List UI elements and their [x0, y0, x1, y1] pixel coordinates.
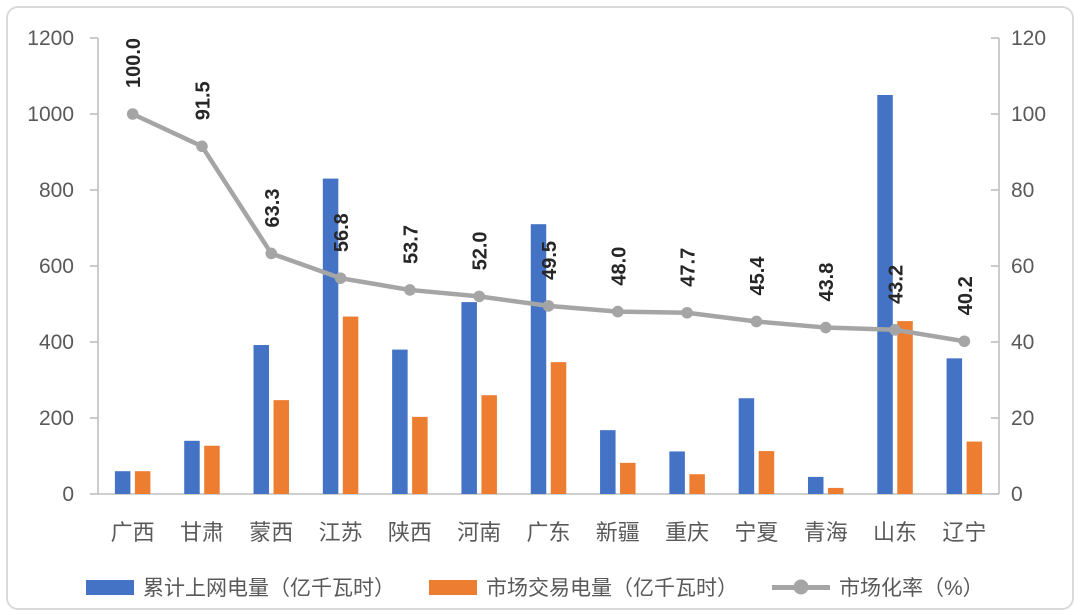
bar-s1-甘肃 — [204, 445, 220, 494]
x-axis-category-label: 辽宁 — [942, 520, 986, 545]
line-point-重庆 — [681, 306, 693, 319]
right-axis-tick-label: 100 — [1011, 103, 1046, 126]
line-point-广东 — [542, 300, 555, 312]
legend-item-grid-electricity: 累计上网电量（亿千瓦时） — [86, 572, 395, 602]
line-point-宁夏 — [750, 315, 763, 328]
x-axis-category-label: 河南 — [457, 520, 501, 545]
line-data-label: 47.7 — [678, 248, 700, 287]
legend-swatch-blue-bar — [86, 579, 134, 595]
legend-swatch-gray-line — [772, 579, 830, 595]
left-axis-tick-label: 800 — [39, 179, 74, 202]
bar-s1-江苏 — [342, 316, 359, 494]
x-axis-category-label: 江苏 — [319, 520, 363, 545]
line-point-甘肃 — [196, 140, 208, 153]
left-axis-tick-label: 600 — [39, 255, 74, 278]
left-axis-tick-label: 1000 — [27, 103, 74, 126]
bar-s1-蒙西 — [273, 400, 290, 494]
x-axis-category-label: 广东 — [526, 520, 570, 545]
bar-s0-陕西 — [392, 349, 408, 494]
bar-s1-辽宁 — [966, 441, 983, 494]
legend-label-marketization-rate: 市场化率（%） — [839, 577, 984, 600]
bar-s1-河南 — [481, 395, 497, 494]
line-data-label: 56.8 — [331, 213, 353, 252]
legend-swatch-orange-bar — [429, 579, 477, 595]
legend-label-grid-electricity: 累计上网电量（亿千瓦时） — [143, 577, 395, 600]
right-axis-tick-label: 60 — [1011, 255, 1034, 278]
line-point-陕西 — [404, 284, 416, 296]
line-data-label: 63.3 — [262, 189, 284, 228]
legend-swatch-line-marker — [793, 579, 809, 595]
line-data-label: 40.2 — [955, 276, 977, 315]
bar-s1-广东 — [550, 362, 567, 494]
x-axis-category-label: 宁夏 — [734, 520, 778, 545]
bar-s0-广东 — [530, 224, 547, 494]
left-axis-tick-label: 0 — [62, 483, 74, 506]
right-axis-tick-label: 20 — [1011, 407, 1034, 430]
right-axis-tick-label: 0 — [1011, 483, 1023, 506]
line-point-蒙西 — [265, 247, 278, 260]
line-point-辽宁 — [958, 335, 971, 348]
x-axis-category-label: 陕西 — [388, 520, 432, 545]
x-axis-category-label: 蒙西 — [249, 520, 293, 545]
x-axis-category-label: 山东 — [873, 520, 917, 545]
bar-s0-新疆 — [600, 430, 616, 494]
left-axis-tick-label: 400 — [39, 331, 74, 354]
line-data-label: 100.0 — [123, 38, 145, 88]
bar-s0-蒙西 — [253, 345, 270, 494]
right-axis-tick-label: 120 — [1011, 27, 1046, 50]
x-axis-category-label: 新疆 — [596, 520, 640, 545]
line-point-河南 — [473, 290, 485, 303]
legend-label-market-traded-electricity: 市场交易电量（亿千瓦时） — [486, 577, 738, 600]
line-data-label: 52.0 — [470, 231, 492, 270]
bar-s1-新疆 — [620, 462, 636, 494]
x-axis-category-label: 广西 — [111, 520, 155, 545]
bar-s1-青海 — [827, 487, 844, 494]
left-axis-tick-label: 200 — [39, 407, 74, 430]
line-point-江苏 — [334, 272, 347, 284]
x-axis-category-label: 甘肃 — [180, 520, 224, 545]
bar-s0-广西 — [114, 471, 131, 494]
right-axis-tick-label: 80 — [1011, 179, 1034, 202]
line-data-label: 91.5 — [192, 81, 214, 120]
left-axis-tick-label: 1200 — [27, 27, 74, 50]
line-data-label: 53.7 — [400, 225, 422, 264]
x-axis-category-label: 重庆 — [665, 520, 709, 545]
bar-s1-重庆 — [689, 474, 705, 494]
bar-s0-甘肃 — [184, 440, 200, 494]
line-data-label: 43.8 — [816, 263, 838, 302]
bar-s0-宁夏 — [738, 398, 755, 494]
bar-s0-重庆 — [669, 451, 685, 494]
line-point-青海 — [819, 321, 832, 334]
x-axis-category-label: 青海 — [804, 520, 848, 545]
legend: 累计上网电量（亿千瓦时） 市场交易电量（亿千瓦时） 市场化率（%） — [86, 572, 984, 602]
line-data-label: 49.5 — [539, 241, 561, 280]
bar-s0-辽宁 — [946, 358, 963, 494]
legend-item-market-traded-electricity: 市场交易电量（亿千瓦时） — [429, 572, 738, 602]
bar-s1-宁夏 — [758, 451, 775, 494]
line-point-新疆 — [612, 305, 624, 318]
line-data-label: 45.4 — [747, 256, 769, 296]
line-point-广西 — [126, 108, 139, 120]
bar-s0-山东 — [877, 95, 893, 494]
bar-s0-江苏 — [322, 178, 339, 494]
line-data-label: 48.0 — [608, 247, 630, 286]
bar-s0-河南 — [461, 302, 477, 494]
legend-item-marketization-rate: 市场化率（%） — [772, 572, 984, 602]
bar-s1-陕西 — [412, 416, 428, 494]
right-axis-tick-label: 40 — [1011, 331, 1034, 354]
bar-s1-广西 — [134, 471, 151, 494]
bar-s0-青海 — [807, 476, 824, 494]
line-data-label: 43.2 — [886, 265, 908, 304]
line-point-山东 — [889, 324, 901, 336]
bar-s1-山东 — [897, 321, 913, 494]
